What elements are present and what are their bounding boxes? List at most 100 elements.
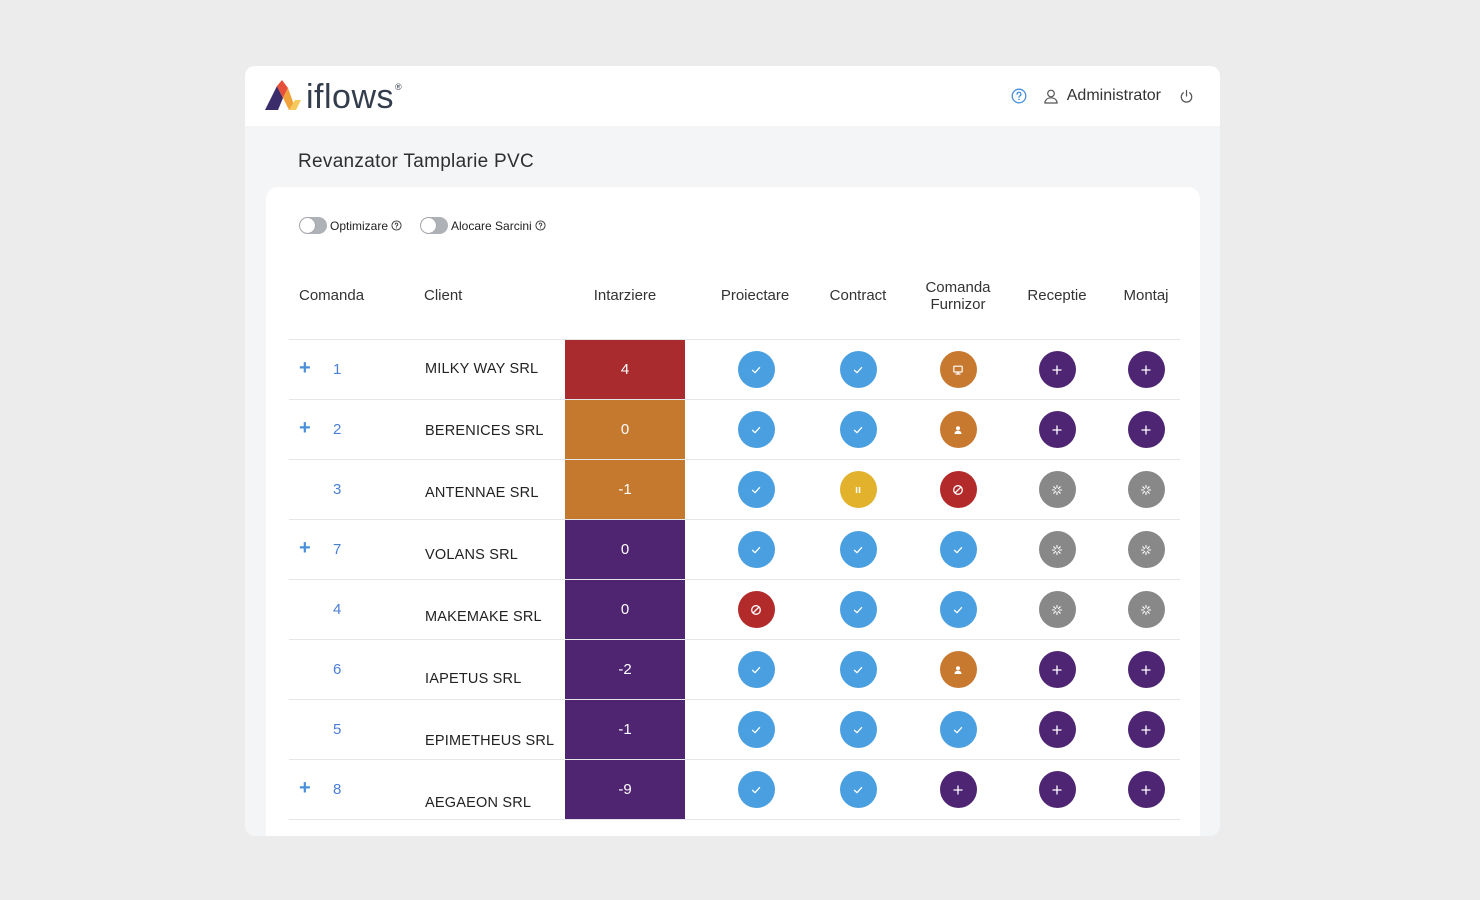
status-montaj-waiting[interactable] (1127, 531, 1165, 568)
expand-row-icon[interactable]: + (299, 357, 311, 379)
status-contract-done[interactable] (839, 531, 877, 568)
toggle-optimizare[interactable]: Optimizare (299, 217, 402, 234)
delay-cell: -1 (565, 460, 685, 519)
status-comanda-furnizor-blocked[interactable] (939, 471, 977, 508)
column-header-receptie[interactable]: Receptie (1027, 287, 1087, 304)
toggle-label: Optimizare (330, 218, 389, 233)
status-proiectare-done[interactable] (737, 411, 775, 448)
question-icon[interactable] (535, 220, 546, 231)
power-icon[interactable] (1179, 89, 1194, 104)
order-number[interactable]: 3 (333, 481, 342, 498)
order-number[interactable]: 2 (333, 421, 342, 438)
status-receptie-waiting[interactable] (1038, 471, 1076, 508)
status-receptie-pending[interactable] (1038, 771, 1076, 808)
status-proiectare-done[interactable] (737, 471, 775, 508)
client-name: VOLANS SRL (425, 547, 519, 563)
status-proiectare-done[interactable] (737, 531, 775, 568)
top-bar: iflows ® Administrator (245, 66, 1220, 126)
status-montaj-waiting[interactable] (1127, 471, 1165, 508)
status-comanda-furnizor-assigned[interactable] (939, 651, 977, 688)
plus-icon (1052, 424, 1062, 435)
order-number[interactable]: 6 (333, 661, 342, 678)
app-window: iflows ® Administrator Revanzator Tampla… (245, 66, 1220, 836)
status-contract-done[interactable] (839, 411, 877, 448)
status-contract-done[interactable] (839, 651, 877, 688)
status-contract-done[interactable] (839, 711, 877, 748)
column-header-contract[interactable]: Contract (829, 287, 887, 304)
check-icon (853, 426, 863, 433)
check-icon (853, 666, 863, 673)
delay-cell: 0 (565, 580, 685, 639)
status-comanda-furnizor-done[interactable] (939, 531, 977, 568)
order-number[interactable]: 8 (333, 781, 342, 798)
check-icon (751, 726, 761, 733)
check-icon (853, 546, 863, 553)
order-number[interactable]: 4 (333, 601, 342, 618)
logo-text: iflows (306, 78, 395, 116)
table-row: 4 MAKEMAKE SRL 0 (289, 580, 1180, 640)
order-number[interactable]: 7 (333, 541, 342, 558)
check-icon (751, 666, 761, 673)
plus-icon (953, 784, 963, 795)
column-header-comanda[interactable]: Comanda (299, 287, 365, 304)
column-header-intarziere[interactable]: Intarziere (593, 287, 657, 304)
status-receptie-pending[interactable] (1038, 411, 1076, 448)
status-montaj-pending[interactable] (1127, 651, 1165, 688)
order-number[interactable]: 1 (333, 361, 342, 378)
status-receptie-waiting[interactable] (1038, 591, 1076, 628)
blocked-icon (953, 484, 963, 495)
status-comanda-furnizor-display[interactable] (939, 351, 977, 388)
status-comanda-furnizor-done[interactable] (939, 591, 977, 628)
question-icon[interactable] (391, 220, 402, 231)
status-montaj-waiting[interactable] (1127, 591, 1165, 628)
help-icon[interactable] (1011, 88, 1027, 104)
status-montaj-pending[interactable] (1127, 351, 1165, 388)
status-comanda-furnizor-pending[interactable] (939, 771, 977, 808)
column-header-line: Furnizor (930, 296, 986, 313)
table-row: 6 IAPETUS SRL -2 (289, 640, 1180, 700)
status-proiectare-done[interactable] (737, 711, 775, 748)
status-proiectare-done[interactable] (737, 651, 775, 688)
status-contract-done[interactable] (839, 771, 877, 808)
status-receptie-pending[interactable] (1038, 711, 1076, 748)
status-montaj-pending[interactable] (1127, 771, 1165, 808)
plus-icon (1141, 424, 1151, 435)
user-name[interactable]: Administrator (1066, 87, 1161, 104)
column-header-montaj[interactable]: Montaj (1123, 287, 1169, 304)
logo[interactable]: iflows ® (265, 80, 402, 114)
alocare-sarcini-switch[interactable] (420, 217, 449, 234)
status-receptie-waiting[interactable] (1038, 531, 1076, 568)
status-proiectare-done[interactable] (737, 771, 775, 808)
check-icon (953, 606, 963, 613)
table-row: 5 EPIMETHEUS SRL -1 (289, 700, 1180, 760)
order-number[interactable]: 5 (333, 721, 342, 738)
optimizare-switch[interactable] (299, 217, 327, 234)
status-montaj-pending[interactable] (1127, 711, 1165, 748)
table-row: 3 ANTENNAE SRL -1 (289, 460, 1180, 520)
client-name: AEGAEON SRL (425, 795, 532, 811)
plus-icon (1141, 784, 1151, 795)
status-receptie-pending[interactable] (1038, 351, 1076, 388)
toggle-knob (421, 218, 437, 233)
status-contract-done[interactable] (839, 591, 877, 628)
expand-row-icon[interactable]: + (299, 417, 311, 439)
status-montaj-pending[interactable] (1127, 411, 1165, 448)
status-proiectare-done[interactable] (737, 351, 775, 388)
column-header-client[interactable]: Client (424, 287, 463, 304)
status-comanda-furnizor-done[interactable] (939, 711, 977, 748)
status-comanda-furnizor-assigned[interactable] (939, 411, 977, 448)
status-receptie-pending[interactable] (1038, 651, 1076, 688)
plus-icon (1052, 724, 1062, 735)
spinner-icon (1140, 484, 1152, 495)
column-header-line: Comanda (925, 279, 991, 296)
delay-cell: 0 (565, 400, 685, 459)
status-contract-paused[interactable] (839, 471, 877, 508)
column-header-comanda-furnizor[interactable]: Comanda Furnizor (908, 279, 1008, 313)
status-contract-done[interactable] (839, 351, 877, 388)
expand-row-icon[interactable]: + (299, 777, 311, 799)
status-proiectare-blocked[interactable] (737, 591, 775, 628)
column-header-proiectare[interactable]: Proiectare (720, 287, 790, 304)
person-icon (954, 665, 962, 674)
toggle-alocare-sarcini[interactable]: Alocare Sarcini (420, 217, 546, 234)
expand-row-icon[interactable]: + (299, 537, 311, 559)
